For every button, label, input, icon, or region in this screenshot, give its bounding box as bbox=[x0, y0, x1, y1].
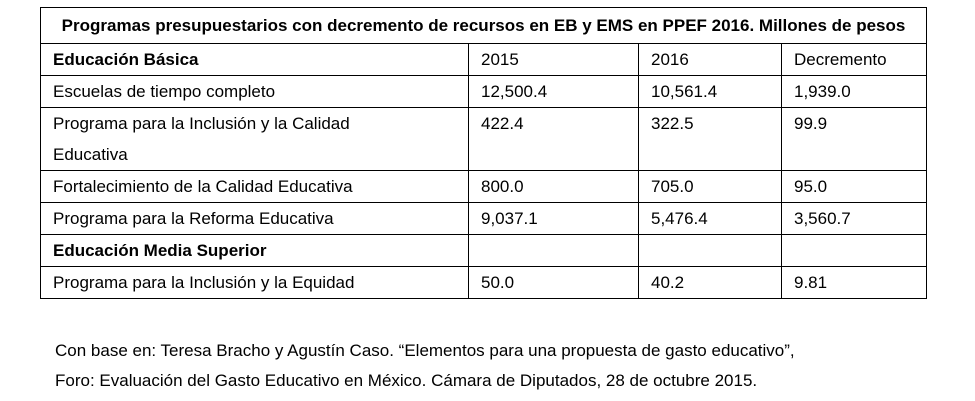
program-name: Programa para la Reforma Educativa bbox=[40, 202, 469, 235]
cell: 9.81 bbox=[781, 266, 927, 299]
column-header: 2015 bbox=[468, 43, 639, 76]
cell: 95.0 bbox=[781, 170, 927, 203]
program-cell: Programa para la Inclusión y la Calidad … bbox=[40, 107, 469, 171]
source-note: Con base en: Teresa Bracho y Agustín Cas… bbox=[55, 336, 795, 396]
data-row: Programa para la Inclusión y la Equidad … bbox=[40, 266, 927, 299]
cell: 705.0 bbox=[638, 170, 782, 203]
cell: 99.9 bbox=[781, 107, 927, 171]
section-name: Educación Básica bbox=[40, 43, 469, 76]
empty-cell bbox=[468, 234, 639, 267]
program-name: Programa para la Inclusión y la Calidad … bbox=[53, 114, 350, 164]
empty-cell bbox=[781, 234, 927, 267]
data-row: Fortalecimiento de la Calidad Educativa … bbox=[40, 170, 927, 203]
budget-table: Programas presupuestarios con decremento… bbox=[40, 7, 927, 299]
cell: 1,939.0 bbox=[781, 75, 927, 108]
section-header-row: Educación Básica 2015 2016 Decremento bbox=[40, 43, 927, 76]
table-title: Programas presupuestarios con decremento… bbox=[40, 7, 927, 44]
source-line: Con base en: Teresa Bracho y Agustín Cas… bbox=[55, 341, 795, 360]
section-header-row: Educación Media Superior bbox=[40, 234, 927, 267]
program-name: Programa para la Inclusión y la Equidad bbox=[40, 266, 469, 299]
cell: 10,561.4 bbox=[638, 75, 782, 108]
data-row: Programa para la Reforma Educativa 9,037… bbox=[40, 202, 927, 235]
program-name: Fortalecimiento de la Calidad Educativa bbox=[40, 170, 469, 203]
program-name: Escuelas de tiempo completo bbox=[40, 75, 469, 108]
cell: 322.5 bbox=[638, 107, 782, 171]
column-header: Decremento bbox=[781, 43, 927, 76]
source-line: Foro: Evaluación del Gasto Educativo en … bbox=[55, 371, 758, 390]
empty-cell bbox=[638, 234, 782, 267]
cell: 5,476.4 bbox=[638, 202, 782, 235]
data-row: Programa para la Inclusión y la Calidad … bbox=[40, 107, 927, 171]
cell: 3,560.7 bbox=[781, 202, 927, 235]
cell: 12,500.4 bbox=[468, 75, 639, 108]
cell: 422.4 bbox=[468, 107, 639, 171]
cell: 50.0 bbox=[468, 266, 639, 299]
cell: 40.2 bbox=[638, 266, 782, 299]
section-name: Educación Media Superior bbox=[40, 234, 469, 267]
data-row: Escuelas de tiempo completo 12,500.4 10,… bbox=[40, 75, 927, 108]
title-row: Programas presupuestarios con decremento… bbox=[40, 7, 927, 44]
cell: 9,037.1 bbox=[468, 202, 639, 235]
cell: 800.0 bbox=[468, 170, 639, 203]
column-header: 2016 bbox=[638, 43, 782, 76]
